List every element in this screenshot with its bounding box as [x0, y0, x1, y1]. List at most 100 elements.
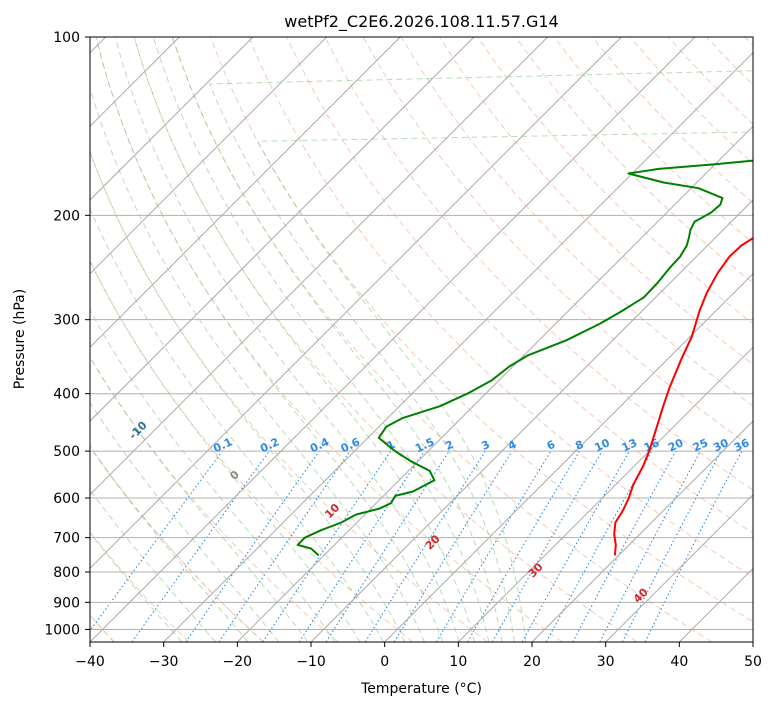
moist-adiabat-line: [90, 259, 361, 642]
mixing-ratio-label: 10: [593, 436, 613, 454]
dry-adiabat-line: [90, 259, 414, 642]
y-tick-label: 400: [53, 387, 80, 403]
mixing-ratio-line: [644, 450, 743, 642]
isotherm-line: [90, 37, 254, 201]
dry-adiabat-line: [286, 37, 753, 534]
isotherm-line: [605, 493, 753, 642]
moist-adiabat-line: [208, 70, 753, 642]
x-tick-label: 10: [449, 654, 467, 670]
x-tick-label: 20: [523, 654, 541, 670]
moist-adiabat-line: [90, 86, 425, 642]
moist-adiabat-line: [90, 401, 280, 642]
axes: −40 −30 −20 −10 0 10 20 30 40 5010020030040050060…: [44, 30, 762, 670]
moist-adiabat-line: [90, 309, 336, 642]
background-lines: [90, 37, 753, 642]
isotherm-line: [90, 37, 696, 642]
dry-adiabat-line: [95, 37, 563, 642]
y-tick-label: 200: [53, 208, 80, 224]
mixing-ratio-label: 4: [506, 438, 519, 453]
x-tick-label: 30: [597, 654, 615, 670]
mixing-ratio-label: 8: [573, 438, 585, 453]
dry-adiabat-line: [324, 37, 753, 491]
chart-title: wetPf2_C2E6.2026.108.11.57.G14: [284, 12, 558, 32]
mixing-ratio-line: [572, 450, 677, 642]
x-tick-label: −30: [149, 654, 179, 670]
dry-adiabat-line: [668, 37, 753, 125]
x-tick-label: 50: [744, 654, 762, 670]
moist-adiabat-line: [90, 207, 384, 642]
isotherm-line: [90, 37, 328, 275]
temperature-profile-line: [613, 236, 753, 556]
isotherm-line: [236, 125, 753, 642]
moist-adiabat-line: [90, 445, 249, 642]
dry-adiabat-line: [477, 37, 753, 325]
mixing-ratio-line: [545, 450, 653, 642]
mixing-ratio-line: [467, 450, 580, 642]
mixing-ratio-line: [393, 450, 513, 642]
mixing-ratio-label: 30: [711, 436, 731, 454]
isotherm-line: [457, 346, 753, 642]
mixing-ratio-label: 2: [443, 438, 455, 453]
mixing-ratio-line: [298, 450, 425, 642]
mixing-ratio-label: 25: [691, 436, 710, 454]
dry-adiabat-line: [744, 37, 753, 47]
mixing-ratio-label: 13: [620, 436, 639, 454]
isotherm-line: [752, 641, 753, 642]
moist-adiabat-line: [256, 131, 753, 642]
dry-adiabat-line: [591, 37, 753, 204]
mixing-ratio-line: [521, 450, 630, 642]
dewpoint-profile-line: [296, 159, 753, 557]
moist-adiabat-line: [152, 37, 490, 642]
dry-adiabat-label: 20: [423, 532, 443, 552]
x-tick-label: 40: [670, 654, 688, 670]
mixing-ratio-line: [131, 450, 270, 642]
mixing-ratio-line: [185, 450, 320, 642]
isotherm-line: [90, 37, 549, 496]
y-axis-label: Pressure (hPa): [12, 289, 28, 389]
x-tick-label: −40: [75, 654, 105, 670]
moist-adiabat-line: [90, 489, 216, 642]
y-tick-label: 500: [53, 444, 80, 460]
y-tick-label: 800: [53, 565, 80, 581]
mixing-ratio-label: 6: [545, 438, 558, 453]
dry-adiabat-line: [90, 150, 488, 642]
dry-adiabat-line: [171, 37, 712, 642]
x-tick-label: 0: [380, 654, 389, 670]
dry-adiabat-line: [248, 37, 753, 578]
isotherm-line: [90, 37, 622, 570]
mixing-ratio-label: 0.2: [258, 435, 281, 455]
isotherm-line: [90, 37, 401, 349]
y-tick-label: 600: [53, 491, 80, 507]
moist-adiabat-line: [171, 37, 503, 642]
isotherm-line: [531, 420, 753, 642]
dry-adiabat-line: [210, 37, 753, 623]
moist-adiabat-line: [90, 356, 309, 642]
profile-series: [296, 159, 753, 557]
mixing-ratio-label: 1.5: [413, 435, 436, 455]
x-tick-label: −10: [296, 654, 326, 670]
x-axis-label: Temperature (°C): [360, 681, 482, 697]
x-tick-label: −20: [223, 654, 253, 670]
dry-adiabat-line: [90, 445, 264, 642]
moist-adiabat-line: [114, 37, 460, 642]
y-tick-label: 1000: [44, 622, 80, 638]
mixing-ratio-line: [325, 450, 450, 642]
y-tick-label: 100: [53, 30, 80, 46]
isopleth-labels: 0.10.20.40.611.52346810131620253036-100-…: [126, 419, 752, 606]
plot-frame: [89, 36, 754, 643]
mixing-ratio-label: 3: [479, 438, 491, 453]
dry-adiabat-line: [553, 37, 753, 244]
reference-curve: [90, 445, 264, 642]
mixing-ratio-label: 20: [666, 436, 686, 454]
mixing-ratio-line: [218, 450, 351, 642]
isotherm-line: [90, 37, 475, 422]
moist-adiabat-line: [90, 150, 406, 642]
isotherm-line: [163, 51, 753, 642]
dry-adiabat-label: 30: [526, 560, 546, 580]
mixing-ratio-label: 36: [732, 436, 752, 454]
isotherm-line: [384, 272, 753, 642]
mixing-ratio-line: [435, 450, 552, 642]
isotherm-line: [310, 199, 753, 642]
y-tick-label: 900: [53, 595, 80, 611]
